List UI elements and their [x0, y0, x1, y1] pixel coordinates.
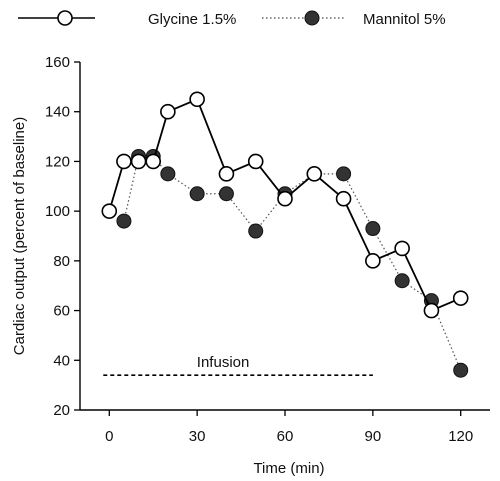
x-tick-label: 90 [365, 428, 382, 445]
y-tick-label: 120 [45, 153, 70, 170]
y-tick-label: 160 [45, 54, 70, 71]
legend-label-mannitol: Mannitol 5% [363, 11, 446, 28]
infusion-label: Infusion [197, 354, 250, 371]
y-tick-label: 60 [53, 303, 70, 320]
mannitol-point [248, 223, 264, 239]
glycine-point [101, 203, 118, 219]
glycine-point [247, 153, 264, 170]
x-tick-label: 120 [448, 428, 473, 445]
y-axis-ticks: 20 40 60 80 100 120 140 160 [45, 54, 80, 419]
y-axis-title: Cardiac output (percent of baseline) [11, 117, 28, 355]
glycine-point [452, 290, 469, 306]
glycine-point [394, 240, 410, 257]
infusion-annotation: Infusion [103, 354, 373, 377]
glycine-point [145, 153, 162, 170]
x-tick-label: 60 [277, 428, 294, 445]
x-axis-ticks: 0 30 60 90 120 [105, 410, 473, 445]
x-tick-label: 0 [105, 428, 113, 445]
legend-marker-mannitol [304, 10, 320, 26]
y-tick-label: 40 [53, 352, 70, 369]
mannitol-point [116, 213, 132, 229]
glycine-point [160, 103, 176, 120]
mannitol-point [160, 166, 176, 182]
glycine-point [423, 302, 440, 319]
legend-label-glycine: Glycine 1.5% [148, 11, 236, 28]
legend: Glycine 1.5% Mannitol 5% [18, 10, 446, 28]
mannitol-line [123, 155, 462, 371]
y-tick-label: 100 [45, 203, 70, 220]
mannitol-point [218, 186, 234, 202]
glycine-point [116, 153, 132, 170]
mannitol-point [189, 186, 205, 202]
glycine-point [306, 166, 323, 182]
axes [79, 62, 490, 411]
x-axis-title: Time (min) [253, 460, 324, 477]
legend-marker-glycine [57, 10, 73, 26]
y-tick-label: 80 [53, 253, 70, 270]
mannitol-point [336, 166, 352, 182]
y-tick-label: 20 [53, 402, 70, 419]
x-tick-label: 30 [189, 428, 206, 445]
glycine-point [130, 153, 147, 170]
glycine-point [218, 166, 235, 182]
series-glycine [101, 91, 469, 319]
glycine-point [365, 253, 381, 269]
mannitol-point [394, 273, 410, 289]
glycine-point [335, 190, 352, 207]
mannitol-point [365, 221, 381, 237]
mannitol-point [453, 362, 469, 378]
series-mannitol [116, 148, 469, 378]
y-tick-label: 140 [45, 104, 70, 121]
glycine-point [277, 190, 293, 207]
glycine-point [189, 91, 205, 108]
